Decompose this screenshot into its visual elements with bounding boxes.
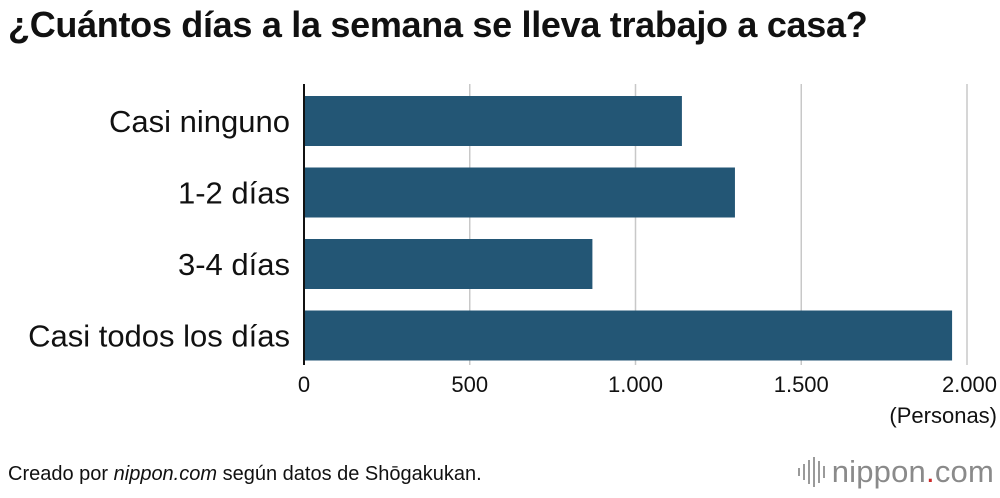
bar: [304, 310, 953, 361]
x-tick-label: 2.000: [942, 372, 997, 397]
category-label: Casi ninguno: [109, 104, 290, 139]
x-axis-unit-label: (Personas): [889, 403, 997, 428]
bar: [304, 96, 682, 146]
category-label: 3-4 días: [178, 247, 290, 282]
source-prefix: Creado por: [8, 463, 114, 485]
category-labels: Casi ninguno 1-2 días 3-4 días Casi todos l…: [28, 104, 290, 354]
bar: [304, 239, 593, 289]
x-tick-label: 1.000: [608, 372, 663, 397]
source-note: Creado por nippon.com según datos de Shō…: [8, 463, 482, 486]
brand-name-main: nippon: [831, 454, 926, 489]
brand-dot: .: [926, 454, 935, 489]
category-label: 1-2 días: [178, 176, 290, 211]
bar: [304, 167, 735, 218]
x-tick-label: 1.500: [774, 372, 829, 397]
source-site: nippon.com: [113, 463, 218, 485]
chart-title: ¿Cuántos días a la semana se lleva traba…: [8, 4, 868, 45]
brand-tld: com: [934, 454, 994, 489]
bars: [304, 96, 953, 361]
bar-chart: Casi ninguno 1-2 días 3-4 días Casi todos l…: [28, 84, 997, 428]
category-label: Casi todos los días: [28, 319, 290, 354]
x-tick-label: 0: [298, 372, 310, 397]
brand-logo: nippon.com: [797, 454, 994, 490]
brand-name: nippon.com: [832, 454, 994, 490]
source-suffix: según datos de Shōgakukan.: [217, 463, 482, 485]
nippon-logo-icon: [797, 457, 825, 487]
tick-labels: 0 500 1.000 1.500 2.000: [298, 372, 997, 397]
x-tick-label: 500: [451, 372, 488, 397]
